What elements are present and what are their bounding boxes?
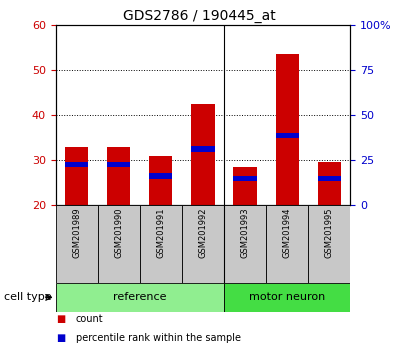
Bar <box>234 176 257 181</box>
Bar <box>149 173 172 179</box>
Text: ■: ■ <box>56 314 65 324</box>
Text: GSM201991: GSM201991 <box>156 208 166 258</box>
Bar <box>191 146 215 152</box>
Bar <box>56 205 98 283</box>
Text: count: count <box>76 314 103 324</box>
Text: GSM201990: GSM201990 <box>114 208 123 258</box>
Bar <box>56 283 224 312</box>
Bar <box>98 205 140 283</box>
Bar <box>65 162 88 167</box>
Bar <box>224 205 266 283</box>
Bar <box>191 104 215 205</box>
Bar <box>275 133 298 138</box>
Bar <box>107 147 131 205</box>
Bar <box>65 147 88 205</box>
Bar <box>107 162 131 167</box>
Bar <box>224 283 350 312</box>
Text: GSM201995: GSM201995 <box>325 208 334 258</box>
Text: reference: reference <box>113 292 167 302</box>
Text: GSM201989: GSM201989 <box>72 208 81 258</box>
Text: ■: ■ <box>56 333 65 343</box>
Bar <box>275 54 298 205</box>
Text: GSM201994: GSM201994 <box>283 208 292 258</box>
Bar <box>234 167 257 205</box>
Bar <box>318 162 341 205</box>
Text: cell type: cell type <box>4 292 52 302</box>
Text: percentile rank within the sample: percentile rank within the sample <box>76 333 241 343</box>
Bar <box>318 176 341 181</box>
Bar <box>182 205 224 283</box>
Text: motor neuron: motor neuron <box>249 292 325 302</box>
Text: GDS2786 / 190445_at: GDS2786 / 190445_at <box>123 9 275 23</box>
Bar <box>149 156 172 205</box>
Bar <box>308 205 350 283</box>
Bar <box>266 205 308 283</box>
Text: GSM201993: GSM201993 <box>240 208 250 258</box>
Bar <box>140 205 182 283</box>
Text: GSM201992: GSM201992 <box>199 208 207 258</box>
